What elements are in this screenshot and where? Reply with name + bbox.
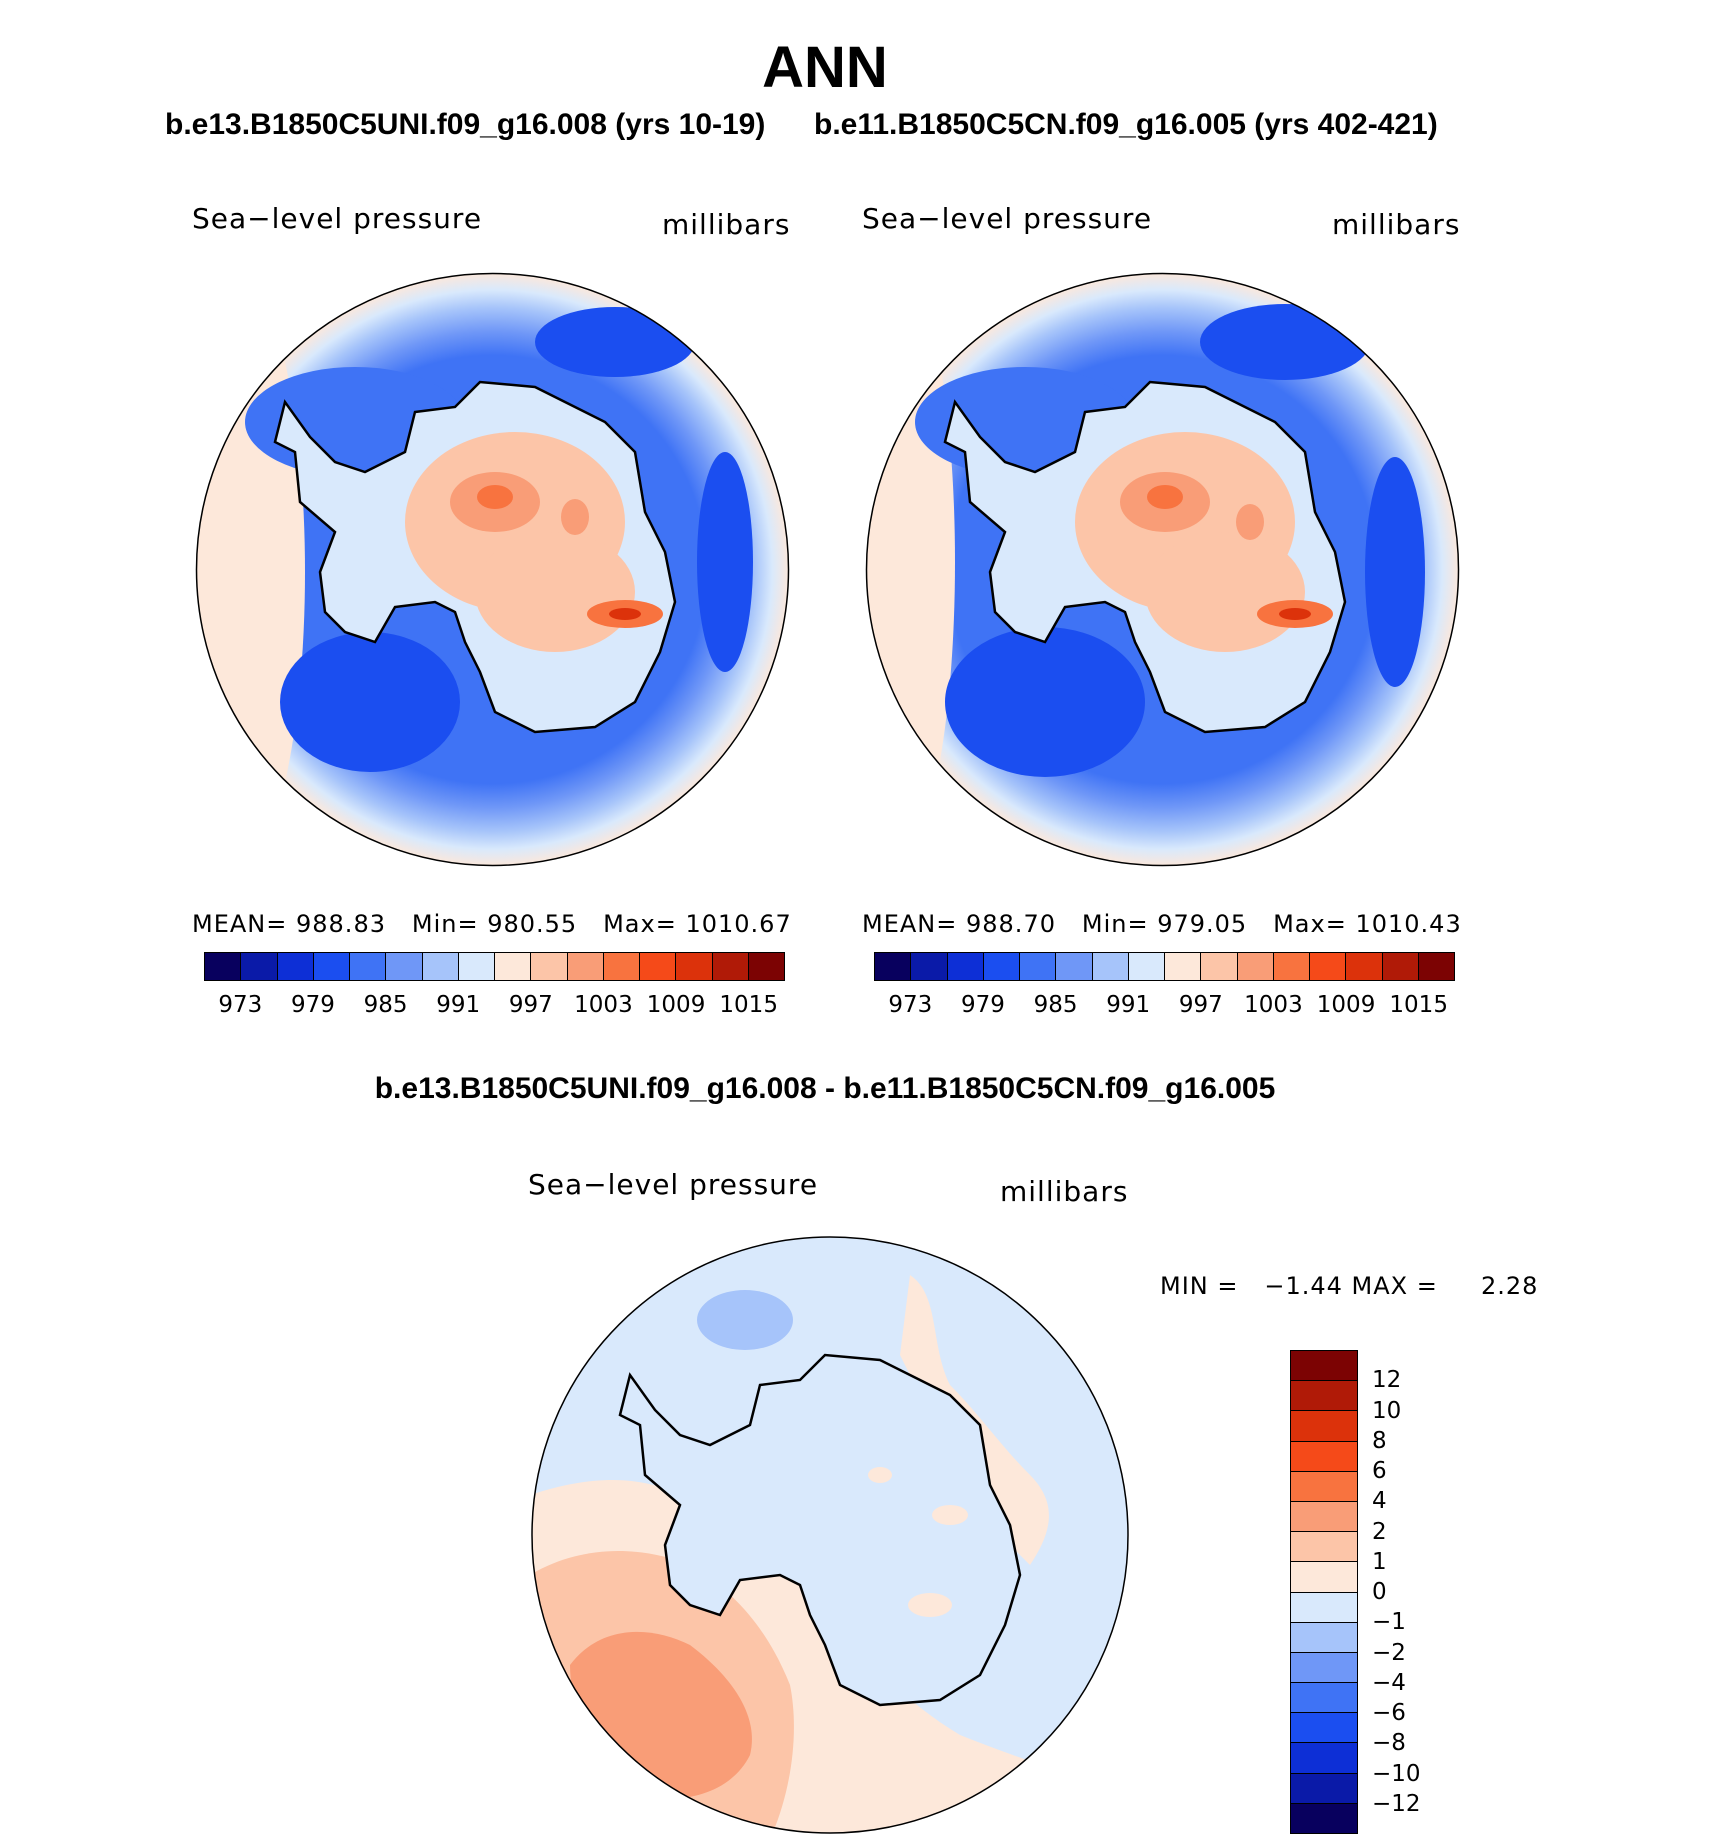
- colorbar-swatch: [1310, 953, 1347, 980]
- colorbar-tick-label: 985: [1033, 992, 1078, 1018]
- colorbar-tick-label: 1015: [719, 992, 778, 1018]
- colorbar-tick-label: 6: [1372, 1458, 1387, 1484]
- colorbar-tick-label: 4: [1372, 1488, 1387, 1515]
- colorbar-swatch: [875, 953, 912, 980]
- colorbar-swatch: [1291, 1411, 1357, 1442]
- colorbar-tick-label: −2: [1372, 1639, 1406, 1666]
- colorbar-tick-label: −1: [1372, 1609, 1406, 1636]
- colorbar-swatch: [1291, 1441, 1357, 1472]
- colorbar-swatch: [495, 953, 532, 980]
- diff-variable-label: Sea−level pressure: [528, 1168, 819, 1201]
- colorbar-tick-label: 1003: [1244, 992, 1303, 1018]
- colorbar-swatch: [458, 953, 495, 980]
- diff-colorbar: [1290, 1350, 1358, 1834]
- panel1-stats: MEAN= 988.83 Min= 980.55 Max= 1010.67: [192, 910, 792, 938]
- panel2-colorbar: [874, 952, 1455, 981]
- panel1-polar-map: [195, 272, 790, 867]
- colorbar-swatch: [676, 953, 713, 980]
- panel2-variable-label: Sea−level pressure: [862, 202, 1153, 235]
- colorbar-tick-label: 973: [218, 992, 263, 1018]
- colorbar-swatch: [1291, 1622, 1357, 1653]
- colorbar-swatch: [422, 953, 459, 980]
- colorbar-tick-label: 997: [508, 992, 553, 1018]
- colorbar-swatch: [1273, 953, 1310, 980]
- colorbar-swatch: [603, 953, 640, 980]
- colorbar-swatch: [1092, 953, 1129, 980]
- panel2-polar-map: [865, 272, 1460, 867]
- colorbar-tick-label: −12: [1372, 1790, 1421, 1817]
- diff-stats: MIN = −1.44 MAX = 2.28: [1160, 1272, 1539, 1300]
- colorbar-swatch: [947, 953, 984, 980]
- colorbar-swatch: [1291, 1351, 1357, 1382]
- plot-title: ANN: [762, 35, 888, 100]
- colorbar-tick-label: 1: [1372, 1548, 1387, 1575]
- colorbar-swatch: [1056, 953, 1093, 980]
- colorbar-tick-label: 985: [363, 992, 408, 1018]
- colorbar-swatch: [983, 953, 1020, 980]
- colorbar-tick-label: −6: [1372, 1700, 1406, 1726]
- colorbar-swatch: [1291, 1683, 1357, 1714]
- colorbar-tick-label: −8: [1372, 1730, 1406, 1757]
- colorbar-swatch: [1020, 953, 1057, 980]
- colorbar-tick-label: 2: [1372, 1518, 1387, 1545]
- colorbar-swatch: [1291, 1803, 1357, 1833]
- colorbar-tick-label: 1009: [1316, 992, 1376, 1018]
- colorbar-tick-label: 0: [1372, 1579, 1387, 1605]
- colorbar-tick-label: 12: [1372, 1367, 1402, 1394]
- colorbar-tick-label: −4: [1372, 1669, 1406, 1696]
- colorbar-tick-label: 991: [1106, 992, 1151, 1018]
- colorbar-swatch: [1165, 953, 1202, 980]
- colorbar-swatch: [748, 953, 784, 980]
- colorbar-tick-label: 973: [888, 992, 933, 1018]
- case2-title: b.e11.B1850C5CN.f09_g16.005 (yrs 402-421…: [814, 108, 1438, 141]
- colorbar-swatch: [1291, 1501, 1357, 1533]
- colorbar-tick-label: −10: [1372, 1760, 1421, 1787]
- colorbar-swatch: [567, 953, 604, 980]
- colorbar-tick-label: 979: [290, 992, 335, 1018]
- colorbar-tick-label: 1015: [1389, 992, 1448, 1018]
- colorbar-swatch: [911, 953, 948, 980]
- colorbar-swatch: [350, 953, 387, 980]
- colorbar-tick-label: 991: [436, 992, 481, 1018]
- colorbar-swatch: [1291, 1652, 1357, 1684]
- colorbar-swatch: [1382, 953, 1419, 980]
- colorbar-swatch: [1291, 1381, 1357, 1412]
- colorbar-swatch: [1291, 1743, 1357, 1774]
- colorbar-swatch: [1291, 1713, 1357, 1744]
- colorbar-swatch: [640, 953, 677, 980]
- colorbar-tick-label: 1009: [646, 992, 706, 1018]
- panel1-units-label: millibars: [662, 208, 791, 241]
- colorbar-swatch: [313, 953, 350, 980]
- colorbar-tick-label: 8: [1372, 1427, 1387, 1454]
- colorbar-swatch: [1128, 953, 1165, 980]
- diff-units-label: millibars: [1000, 1175, 1129, 1208]
- colorbar-swatch: [531, 953, 568, 980]
- colorbar-tick-label: 997: [1178, 992, 1223, 1018]
- colorbar-swatch: [1346, 953, 1383, 980]
- colorbar-swatch: [386, 953, 423, 980]
- colorbar-swatch: [1291, 1532, 1357, 1563]
- colorbar-tick-label: 979: [960, 992, 1005, 1018]
- diff-antarctica-outline: [618, 1353, 1022, 1707]
- diff-polar-map: [531, 1236, 1129, 1834]
- colorbar-swatch: [1291, 1592, 1357, 1623]
- colorbar-swatch: [1291, 1562, 1357, 1593]
- case1-title: b.e13.B1850C5UNI.f09_g16.008 (yrs 10-19): [165, 108, 766, 141]
- colorbar-swatch: [241, 953, 278, 980]
- diff-title: b.e13.B1850C5UNI.f09_g16.008 - b.e11.B18…: [374, 1072, 1276, 1105]
- panel2-units-label: millibars: [1332, 208, 1461, 241]
- colorbar-swatch: [712, 953, 749, 980]
- colorbar-tick-label: 10: [1372, 1397, 1402, 1424]
- panel1-variable-label: Sea−level pressure: [192, 202, 483, 235]
- colorbar-tick-label: 1003: [574, 992, 633, 1018]
- colorbar-swatch: [1201, 953, 1238, 980]
- colorbar-swatch: [1237, 953, 1274, 980]
- colorbar-swatch: [1291, 1471, 1357, 1502]
- colorbar-swatch: [1291, 1773, 1357, 1804]
- panel2-stats: MEAN= 988.70 Min= 979.05 Max= 1010.43: [862, 910, 1462, 938]
- colorbar-swatch: [205, 953, 242, 980]
- colorbar-swatch: [277, 953, 314, 980]
- colorbar-swatch: [1418, 953, 1454, 980]
- panel1-colorbar: [204, 952, 785, 981]
